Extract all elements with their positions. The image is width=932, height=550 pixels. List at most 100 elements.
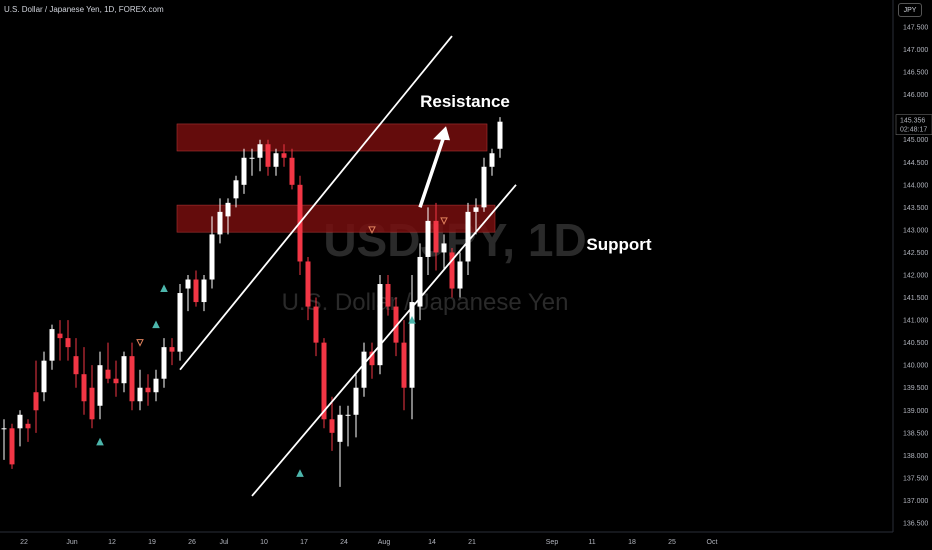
candle[interactable] (153, 369, 159, 402)
candle[interactable] (161, 338, 167, 388)
candle[interactable] (305, 256, 311, 321)
candle[interactable] (113, 360, 119, 397)
candle[interactable] (465, 202, 471, 275)
candle[interactable] (473, 198, 479, 235)
candle[interactable] (313, 297, 319, 357)
candle[interactable] (121, 351, 127, 393)
candle[interactable] (417, 243, 423, 321)
candle-body (33, 392, 39, 411)
candle[interactable] (249, 148, 255, 176)
candle[interactable] (17, 410, 23, 447)
y-tick-label: 138.000 (903, 453, 928, 460)
candle[interactable] (49, 324, 55, 370)
candle[interactable] (281, 144, 287, 167)
candle-body (465, 211, 471, 262)
candle[interactable] (25, 419, 31, 442)
candle[interactable] (33, 360, 39, 433)
candle[interactable] (489, 148, 495, 176)
y-tick-label: 139.500 (903, 385, 928, 392)
candle[interactable] (217, 198, 223, 244)
candle[interactable] (345, 405, 351, 447)
candle[interactable] (385, 275, 391, 316)
candle[interactable] (377, 275, 383, 375)
candle-body (153, 378, 159, 393)
candle[interactable] (169, 338, 175, 366)
candle-body (401, 342, 407, 388)
support-zone[interactable] (176, 204, 496, 233)
candle-body (329, 419, 335, 433)
candle[interactable] (129, 342, 135, 411)
upper-channel-line[interactable] (179, 35, 453, 371)
x-tick-label: 11 (588, 539, 595, 546)
candle-body (409, 302, 415, 388)
candle[interactable] (137, 369, 143, 411)
candle[interactable] (401, 320, 407, 411)
candle-body (97, 365, 103, 406)
candle-body (361, 351, 367, 388)
candle-body (281, 153, 287, 158)
candle[interactable] (241, 148, 247, 194)
candle-body (289, 157, 295, 185)
candle[interactable] (225, 198, 231, 235)
candle[interactable] (201, 275, 207, 312)
candle[interactable] (361, 342, 367, 397)
candle[interactable] (81, 347, 87, 415)
marker-down-icon (440, 217, 448, 226)
x-tick-label: Jun (66, 539, 77, 546)
candle-body (273, 153, 279, 167)
candle[interactable] (481, 157, 487, 212)
candle[interactable] (177, 284, 183, 361)
price-axis[interactable]: 136.500 137.000 137.500 138.000 138.500 139.0… (892, 0, 928, 532)
candle[interactable] (185, 275, 191, 312)
candle[interactable] (145, 374, 151, 406)
candle-body (377, 284, 383, 366)
candle[interactable] (337, 405, 343, 487)
candle[interactable] (457, 252, 463, 298)
candle[interactable] (497, 117, 503, 158)
candle[interactable] (9, 423, 15, 469)
candle[interactable] (105, 342, 111, 384)
candle[interactable] (193, 270, 199, 307)
candle-body (385, 284, 391, 307)
candle[interactable] (329, 396, 335, 451)
lower-channel-line[interactable] (251, 184, 517, 497)
candle[interactable] (449, 247, 455, 298)
candle[interactable] (233, 175, 239, 208)
price-label-box (895, 114, 932, 135)
watermark-name: U.S. Dollar / Japanese Yen (282, 289, 569, 316)
candle[interactable] (1, 419, 7, 460)
candle[interactable] (289, 148, 295, 190)
time-axis[interactable]: 22 Jun 12 19 26 Jul 10 17 24 Aug 14 21 Sep 11 18 25 Oct (0, 531, 893, 546)
marker-up-icon (96, 437, 104, 446)
candle-body (473, 207, 479, 212)
candle[interactable] (433, 202, 439, 271)
candle[interactable] (41, 351, 47, 402)
candle[interactable] (369, 342, 375, 379)
marker-down-icon (136, 339, 144, 347)
resistance-label: Resistance (420, 92, 510, 111)
candle[interactable] (89, 365, 95, 429)
currency-button[interactable]: JPY (898, 3, 922, 17)
candle[interactable] (65, 320, 71, 361)
candle[interactable] (257, 139, 263, 172)
candle[interactable] (441, 234, 447, 271)
y-tick-label: 146.000 (903, 92, 928, 99)
candle-body (65, 338, 71, 348)
candle[interactable] (57, 320, 63, 361)
candle-body (321, 342, 327, 420)
candle[interactable] (321, 338, 327, 429)
candle[interactable] (265, 139, 271, 176)
candle-body (161, 347, 167, 379)
candle[interactable] (353, 374, 359, 438)
candle[interactable] (97, 351, 103, 420)
marker-down-icon (368, 226, 376, 235)
candle[interactable] (273, 148, 279, 176)
candle[interactable] (409, 275, 415, 420)
candle[interactable] (209, 216, 215, 289)
candle[interactable] (425, 207, 431, 275)
candle-body (393, 306, 399, 343)
candle[interactable] (73, 338, 79, 388)
